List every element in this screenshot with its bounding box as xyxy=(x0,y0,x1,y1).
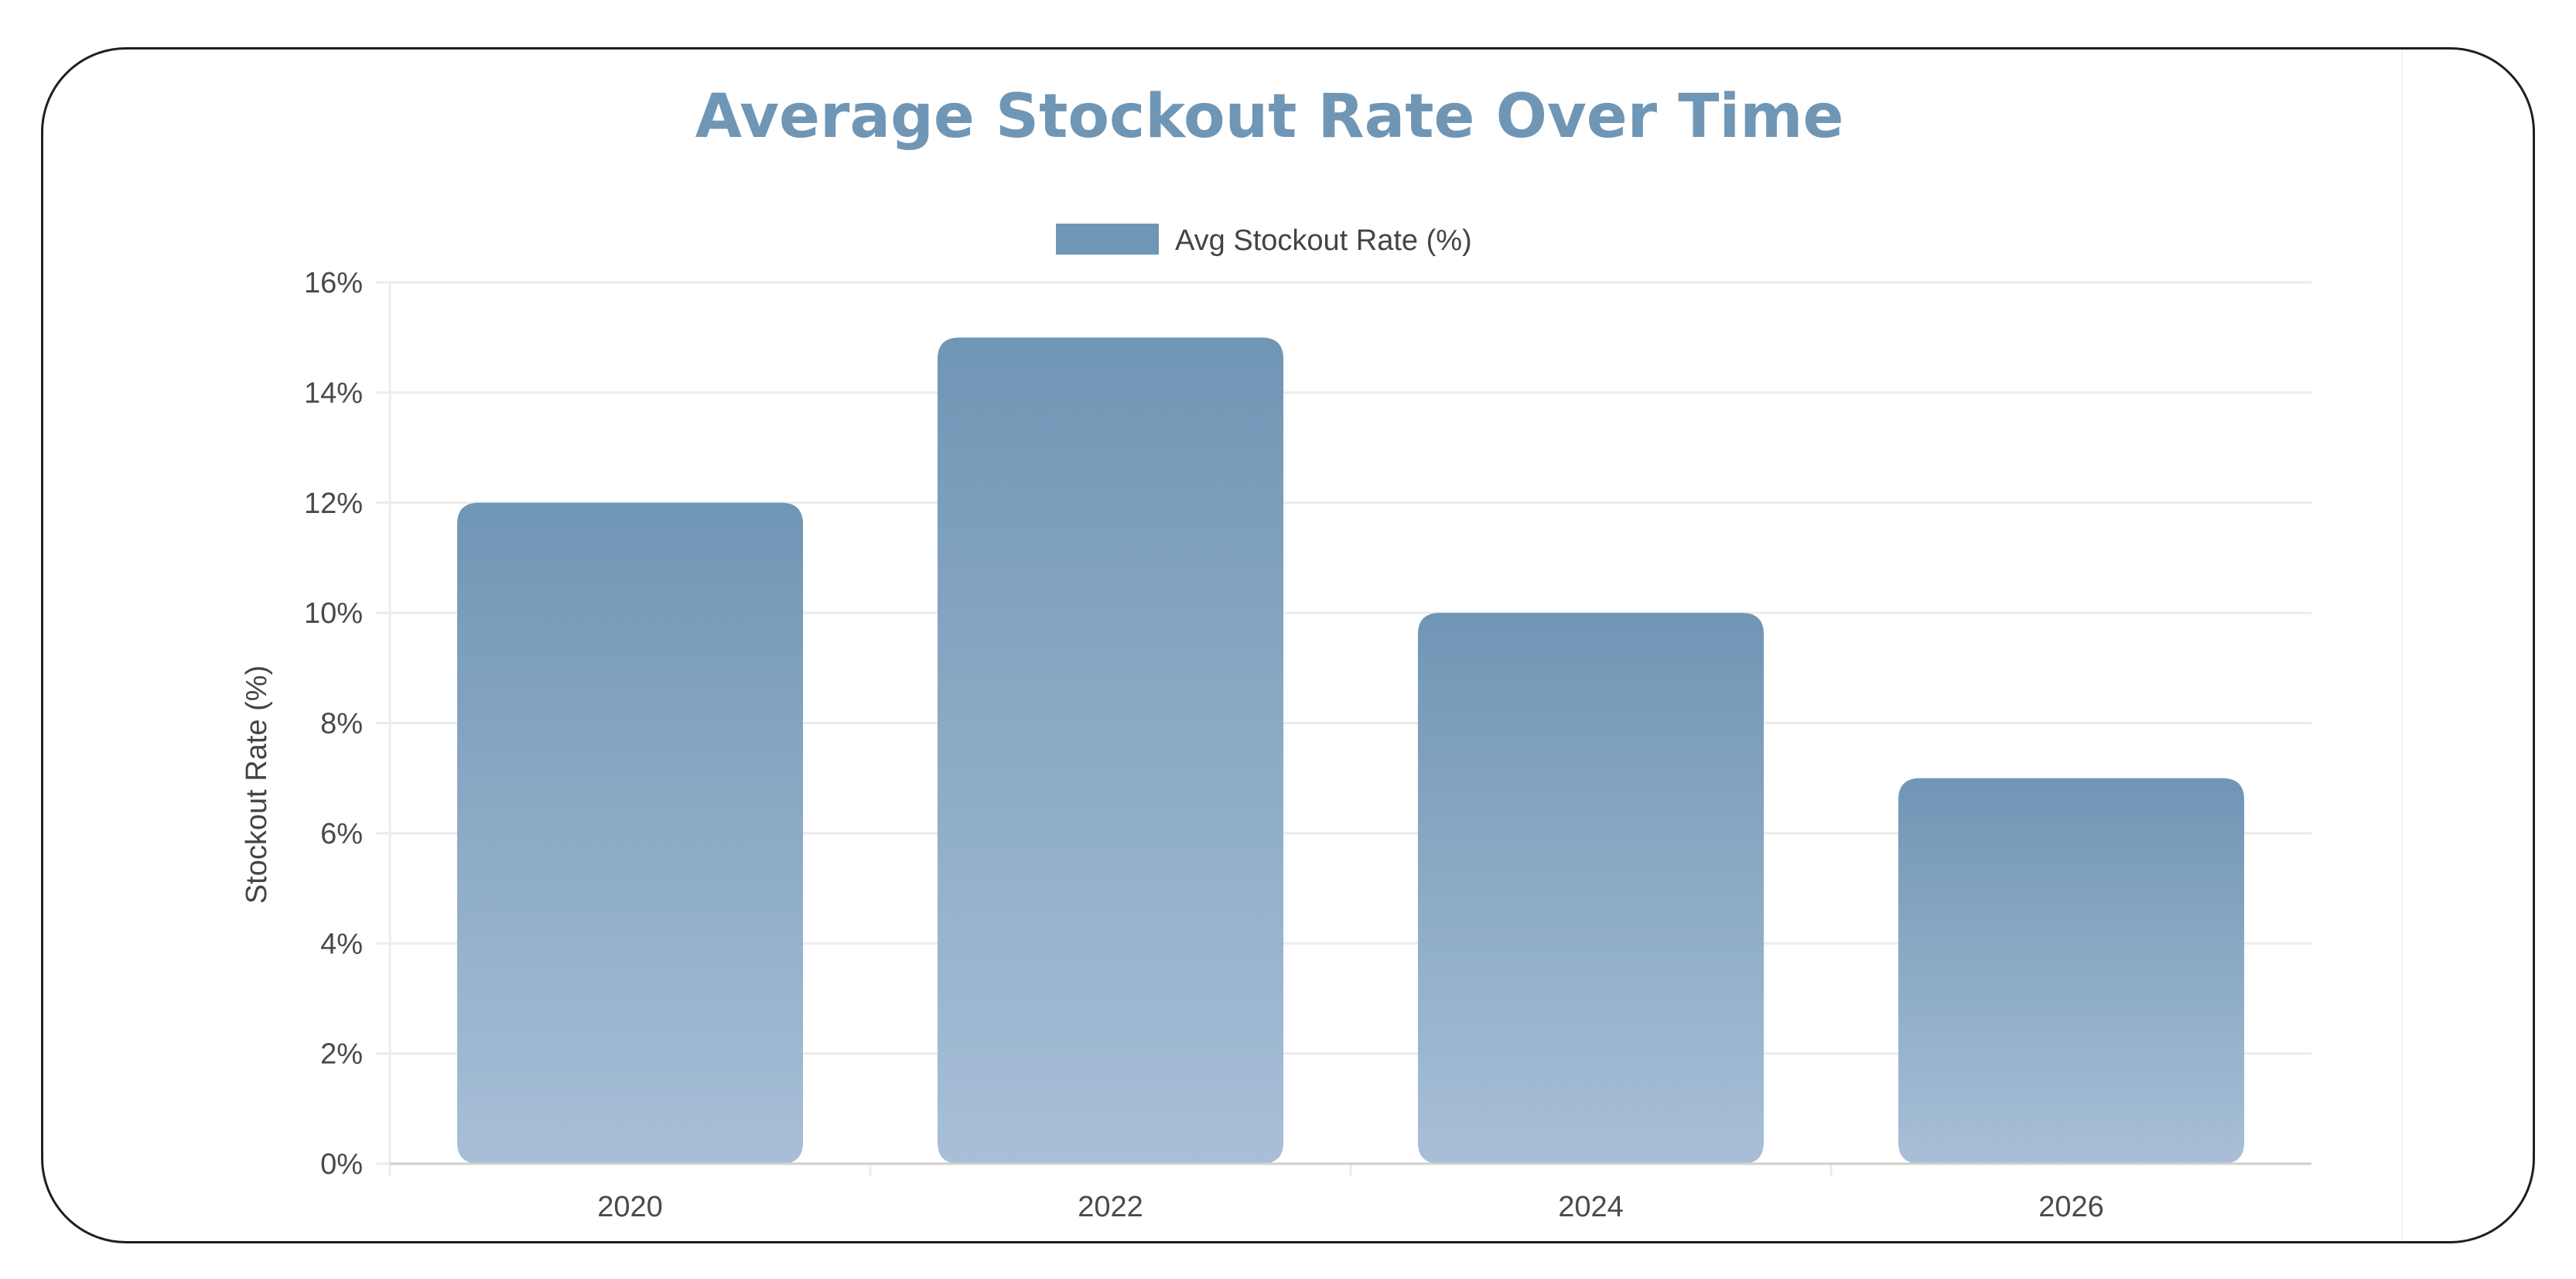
chart-title: Average Stockout Rate Over Time xyxy=(695,82,1844,152)
stockout-bar-chart: Average Stockout Rate Over Time Avg Stoc… xyxy=(241,82,2311,1223)
y-tick-label: 16% xyxy=(304,267,363,299)
axes xyxy=(388,282,2311,1165)
bar-2026[interactable] xyxy=(1898,778,2245,1164)
y-tick-label: 14% xyxy=(304,377,363,409)
y-axis-ticks: 0% 2% 4% 6% 8% 10% 12% 14% 16% xyxy=(304,267,390,1181)
legend-label: Avg Stockout Rate (%) xyxy=(1175,224,1472,257)
x-tick-label: 2024 xyxy=(1558,1191,1624,1223)
bar-2022[interactable] xyxy=(937,337,1284,1164)
chart-panel xyxy=(43,50,2403,1241)
y-tick-label: 4% xyxy=(320,928,363,960)
y-tick-label: 0% xyxy=(320,1148,363,1181)
y-tick-label: 12% xyxy=(304,487,363,520)
y-tick-label: 2% xyxy=(320,1038,363,1071)
bar-2024[interactable] xyxy=(1417,613,1765,1164)
y-axis-title: Stockout Rate (%) xyxy=(241,665,273,904)
legend-swatch xyxy=(1056,224,1159,255)
bars xyxy=(456,337,2245,1164)
chart-legend[interactable]: Avg Stockout Rate (%) xyxy=(1056,224,1472,257)
y-tick-label: 8% xyxy=(320,708,363,740)
chart-card: Average Stockout Rate Over Time Avg Stoc… xyxy=(41,47,2535,1243)
bar-2020[interactable] xyxy=(456,502,804,1164)
x-tick-label: 2022 xyxy=(1078,1191,1143,1223)
x-axis-ticks: 2020 2022 2024 2026 xyxy=(388,1164,2104,1223)
x-tick-label: 2026 xyxy=(2038,1191,2104,1223)
y-tick-label: 6% xyxy=(320,818,363,850)
y-tick-label: 10% xyxy=(304,597,363,630)
x-tick-label: 2020 xyxy=(597,1191,663,1223)
